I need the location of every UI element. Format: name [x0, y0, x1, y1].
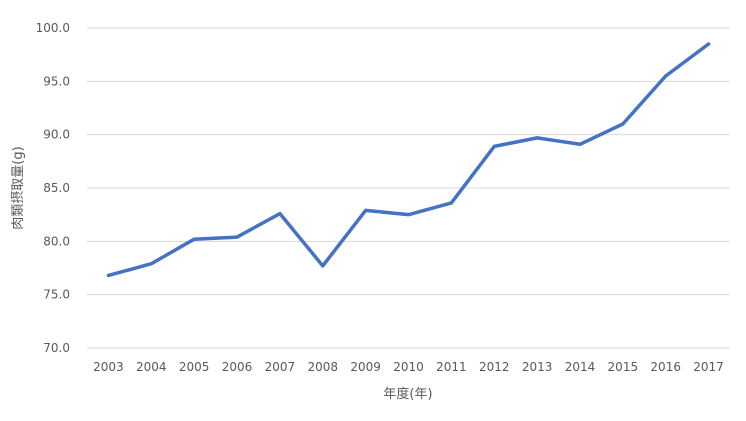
data-point	[535, 136, 539, 140]
y-axis-ticks: 70.0 75.0 80.0 85.0 90.0 95.0 100.0	[36, 21, 70, 355]
data-point	[707, 42, 711, 46]
x-tick-label: 2017	[693, 360, 724, 374]
data-point	[321, 264, 325, 268]
data-point	[407, 213, 410, 217]
data-point	[278, 212, 282, 216]
y-axis-title: 肉類摂取量(g)	[10, 146, 26, 229]
data-point	[449, 201, 453, 205]
series-layer	[106, 42, 711, 278]
data-point	[149, 262, 153, 266]
x-tick-label: 2012	[479, 360, 510, 374]
x-tick-label: 2010	[393, 360, 424, 374]
x-tick-label: 2008	[307, 360, 338, 374]
y-tick-label: 80.0	[43, 234, 70, 248]
series-line	[106, 42, 711, 278]
y-tick-label: 85.0	[43, 181, 70, 195]
x-tick-label: 2015	[608, 360, 639, 374]
y-tick-label: 75.0	[43, 288, 70, 302]
x-tick-label: 2014	[565, 360, 596, 374]
data-point	[621, 122, 625, 126]
data-point	[364, 208, 368, 212]
data-point	[664, 74, 668, 78]
y-tick-label: 100.0	[36, 21, 70, 35]
x-tick-label: 2011	[436, 360, 467, 374]
x-tick-label: 2006	[222, 360, 253, 374]
x-tick-label: 2007	[265, 360, 296, 374]
y-tick-label: 90.0	[43, 128, 70, 142]
x-tick-label: 2004	[136, 360, 167, 374]
x-tick-label: 2003	[93, 360, 124, 374]
x-axis-title: 年度(年)	[383, 386, 432, 402]
gridlines	[87, 27, 730, 349]
data-point	[492, 144, 496, 148]
y-tick-label: 70.0	[43, 341, 70, 355]
data-point	[235, 235, 239, 239]
x-tick-label: 2009	[350, 360, 381, 374]
data-point	[192, 237, 196, 241]
data-point	[578, 142, 582, 146]
x-tick-label: 2005	[179, 360, 210, 374]
data-point	[106, 273, 110, 277]
x-tick-label: 2013	[522, 360, 553, 374]
x-tick-label: 2016	[650, 360, 681, 374]
x-axis-ticks: 2003 2004 2005 2006 2007 2008 2009 2010 2011 2012…	[93, 360, 724, 374]
y-tick-label: 95.0	[43, 74, 70, 88]
